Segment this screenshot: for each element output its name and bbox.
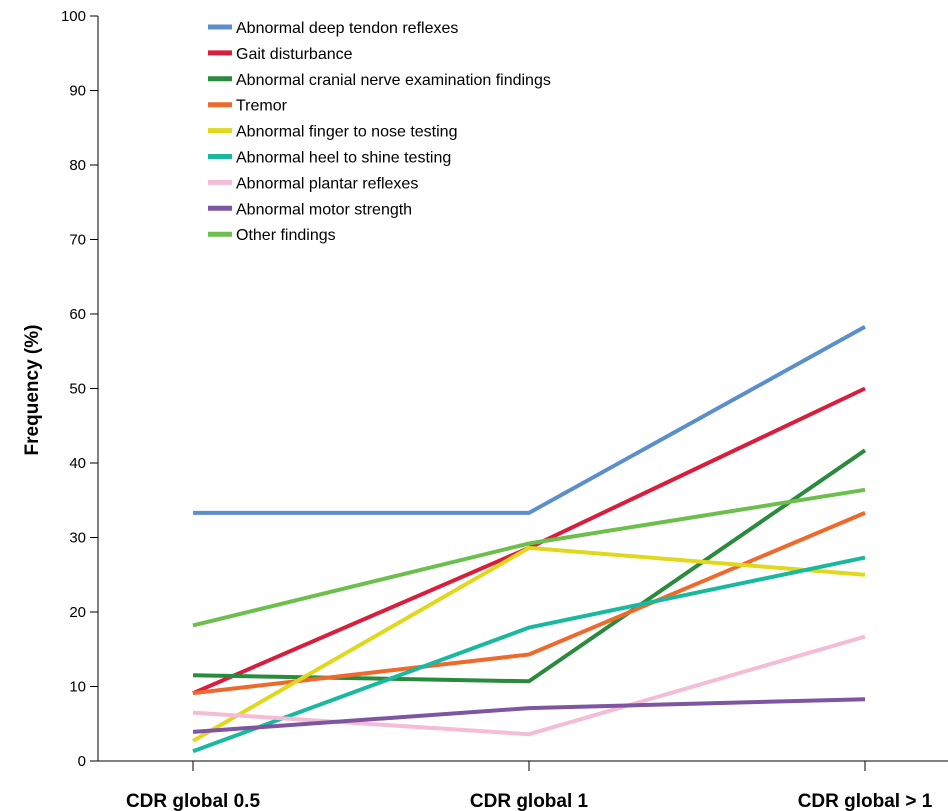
x-category-label: CDR global > 1	[798, 791, 933, 811]
series-lines	[192, 324, 867, 754]
legend-label: Abnormal plantar reflexes	[236, 175, 418, 192]
legend-label: Abnormal heel to shine testing	[236, 150, 451, 167]
legend: Abnormal deep tendon reflexes Gait distur…	[208, 20, 551, 244]
legend-label: Abnormal cranial nerve examination findi…	[236, 72, 551, 89]
legend-label: Gait disturbance	[236, 46, 353, 63]
y-tick-label: 0	[78, 753, 86, 770]
x-category-label: CDR global 1	[470, 791, 589, 811]
series-line	[192, 634, 866, 737]
series-line	[193, 324, 866, 515]
y-tick-label: 100	[61, 8, 86, 25]
legend-label: Abnormal finger to nose testing	[236, 124, 457, 141]
legend-label: Tremor	[236, 98, 288, 115]
y-ticks: 0 10 20 30 40 50 60 70 80 90 100	[61, 8, 98, 770]
series-line	[192, 487, 866, 628]
series-line	[192, 545, 866, 743]
y-tick-label: 10	[69, 679, 86, 696]
series-line	[192, 697, 866, 734]
legend-label: Abnormal deep tendon reflexes	[236, 20, 458, 37]
x-category-label: CDR global 0.5	[126, 791, 261, 811]
legend-label: Abnormal motor strength	[236, 201, 412, 218]
series-line	[192, 511, 866, 696]
y-tick-label: 40	[69, 455, 86, 472]
y-tick-label: 60	[69, 306, 86, 323]
series-line	[192, 555, 866, 754]
x-ticks: CDR global 0.5 CDR global 1 CDR global > 1	[126, 761, 933, 811]
y-tick-label: 50	[69, 381, 86, 398]
y-axis-title: Frequency (%)	[22, 325, 43, 456]
legend-label: Other findings	[236, 227, 336, 244]
y-tick-label: 90	[69, 83, 86, 100]
y-tick-label: 70	[69, 232, 86, 249]
y-tick-label: 80	[69, 157, 86, 174]
y-tick-label: 20	[69, 604, 86, 621]
y-tick-label: 30	[69, 530, 86, 547]
series-line	[192, 386, 866, 696]
